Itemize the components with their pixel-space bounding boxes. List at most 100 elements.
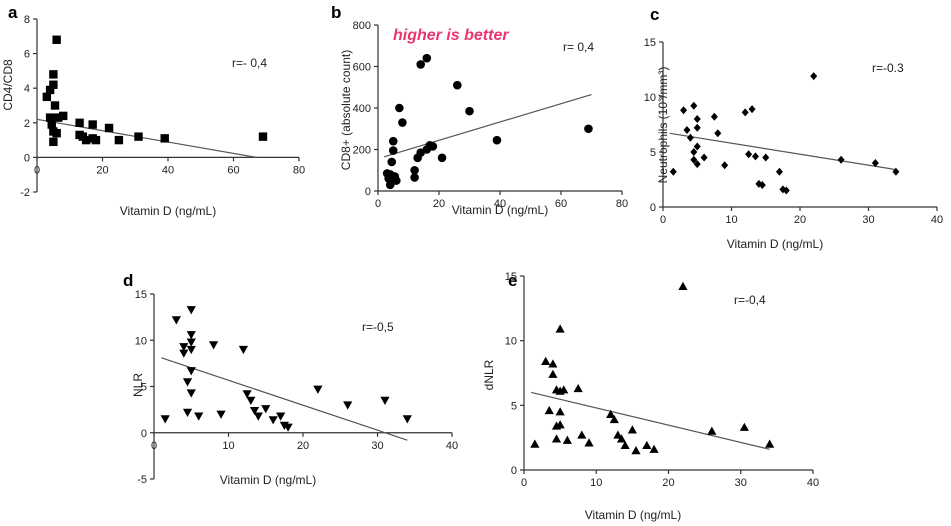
x-tick-label: 0 bbox=[660, 214, 666, 226]
data-point bbox=[186, 306, 196, 315]
panel-e: e 0 10 20 30 40 0 5 10 15 Vitamin D (ng/mL) dNLR r=-… bbox=[482, 271, 819, 522]
x-tick-label: 10 bbox=[725, 214, 737, 226]
data-point bbox=[649, 444, 659, 453]
data-point bbox=[179, 349, 189, 358]
data-point bbox=[541, 356, 551, 365]
data-point bbox=[276, 412, 286, 421]
data-point bbox=[283, 423, 293, 432]
data-point bbox=[114, 135, 124, 145]
data-point bbox=[47, 120, 56, 129]
y-tick-label: 10 bbox=[505, 336, 517, 348]
data-point bbox=[258, 132, 268, 141]
data-point bbox=[171, 316, 181, 325]
data-point bbox=[714, 129, 722, 138]
x-axis-label: Vitamin D (ng/mL) bbox=[452, 203, 548, 217]
data-point bbox=[680, 106, 688, 115]
data-point bbox=[88, 120, 97, 129]
y-axis-label: CD4/CD8 bbox=[1, 59, 15, 111]
data-point bbox=[160, 415, 170, 424]
data-point bbox=[765, 439, 775, 448]
panel-letter: c bbox=[650, 5, 659, 24]
data-point bbox=[871, 159, 879, 167]
data-point bbox=[683, 126, 691, 134]
data-point bbox=[559, 385, 569, 394]
y-tick-label: 400 bbox=[353, 103, 371, 115]
data-point bbox=[584, 124, 593, 134]
data-point bbox=[186, 338, 196, 347]
y-tick-label: 5 bbox=[650, 147, 656, 159]
data-point bbox=[606, 409, 616, 418]
data-point bbox=[548, 369, 558, 378]
regression-line bbox=[531, 391, 770, 450]
y-tick-label: 10 bbox=[644, 92, 656, 104]
data-point bbox=[693, 115, 701, 123]
data-point bbox=[49, 80, 58, 89]
data-point bbox=[453, 80, 462, 90]
x-tick-label: 20 bbox=[433, 198, 445, 210]
data-point bbox=[186, 367, 196, 376]
data-point bbox=[775, 167, 783, 176]
y-tick-label: 4 bbox=[24, 83, 30, 95]
data-point bbox=[179, 343, 189, 352]
y-tick-label: 0 bbox=[24, 152, 30, 164]
data-point bbox=[52, 35, 61, 44]
data-point bbox=[573, 383, 583, 393]
data-point bbox=[609, 414, 619, 424]
data-point bbox=[555, 324, 565, 333]
data-point bbox=[584, 438, 594, 447]
y-tick-label: 8 bbox=[24, 14, 30, 26]
y-tick-label: 15 bbox=[644, 37, 656, 49]
data-point bbox=[45, 113, 55, 122]
data-point bbox=[246, 396, 256, 405]
data-point bbox=[253, 412, 263, 421]
panel-d: d 0 10 20 30 40 -5 0 5 10 15 Vitamin D (ng/mL) NLR r=… bbox=[123, 271, 458, 487]
data-point bbox=[751, 152, 759, 161]
data-point bbox=[707, 426, 717, 435]
x-tick-label: 40 bbox=[931, 214, 943, 226]
x-tick-label: 60 bbox=[555, 198, 567, 210]
data-point bbox=[492, 135, 502, 145]
data-point bbox=[398, 118, 407, 127]
data-point bbox=[392, 176, 401, 185]
correlation-label: r=-0.3 bbox=[872, 61, 904, 75]
y-tick-label: 2 bbox=[24, 118, 30, 130]
data-point bbox=[209, 341, 219, 350]
data-point bbox=[465, 106, 474, 116]
data-point bbox=[669, 167, 677, 176]
data-point bbox=[782, 186, 790, 195]
correlation-label: r=- 0,4 bbox=[232, 56, 267, 70]
panel-letter: d bbox=[123, 271, 133, 290]
data-point bbox=[631, 446, 641, 455]
x-tick-label: 30 bbox=[371, 440, 383, 452]
data-point bbox=[104, 123, 114, 133]
x-tick-label: 40 bbox=[446, 440, 458, 452]
y-tick-label: -5 bbox=[137, 474, 147, 486]
data-point bbox=[75, 118, 84, 127]
data-point bbox=[216, 410, 226, 419]
data-point bbox=[544, 405, 554, 415]
y-tick-label: 800 bbox=[353, 20, 371, 32]
data-point bbox=[555, 407, 565, 416]
data-point bbox=[428, 142, 438, 151]
data-point bbox=[410, 165, 419, 175]
y-tick-label: 0 bbox=[511, 465, 517, 477]
data-point bbox=[54, 113, 63, 122]
data-point bbox=[837, 155, 845, 164]
x-tick-label: 0 bbox=[151, 440, 157, 452]
y-axis-label: dNLR bbox=[482, 359, 496, 390]
data-point bbox=[388, 146, 398, 155]
data-point bbox=[721, 161, 729, 170]
data-point bbox=[313, 385, 323, 394]
data-point bbox=[693, 123, 701, 132]
data-point bbox=[892, 167, 900, 176]
data-point bbox=[343, 401, 353, 410]
x-axis-label: Vitamin D (ng/mL) bbox=[727, 237, 823, 251]
x-tick-label: 80 bbox=[616, 198, 628, 210]
x-axis-label: Vitamin D (ng/mL) bbox=[220, 473, 316, 487]
data-point bbox=[690, 101, 698, 110]
data-point bbox=[745, 150, 753, 159]
x-tick-label: 40 bbox=[807, 477, 819, 489]
x-tick-label: 40 bbox=[162, 164, 174, 176]
